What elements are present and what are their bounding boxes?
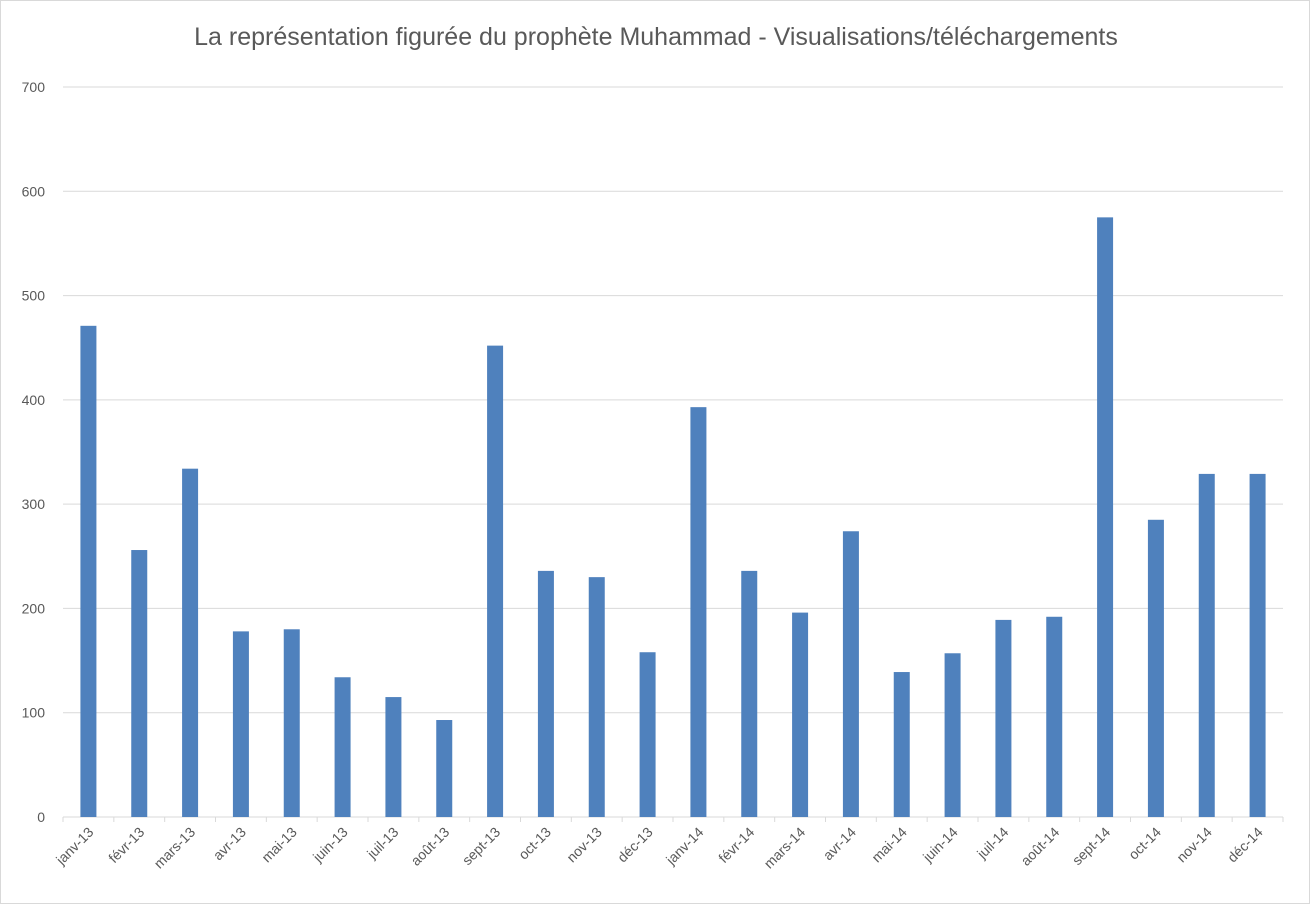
x-tick-label: févr-14 — [715, 824, 757, 866]
x-tick-label: févr-13 — [105, 824, 147, 866]
bar-janv-13 — [80, 325, 97, 817]
x-tick-label: sept-14 — [1069, 824, 1113, 868]
x-tick-label: juin-13 — [309, 824, 351, 866]
bar-nov-13 — [588, 577, 605, 817]
y-tick-label: 100 — [22, 705, 46, 721]
y-tick-label: 400 — [22, 392, 46, 408]
bar-nov-14 — [1198, 473, 1215, 817]
bar-févr-14 — [741, 570, 758, 817]
bar-mars-13 — [182, 468, 199, 817]
bar-juin-14 — [944, 653, 961, 817]
x-tick-label: sept-13 — [459, 824, 503, 868]
y-tick-label: 700 — [22, 79, 46, 95]
bar-juil-13 — [385, 697, 402, 817]
y-tick-label: 300 — [22, 496, 46, 512]
bar-déc-13 — [639, 652, 656, 817]
bar-mars-14 — [792, 612, 809, 817]
bar-mai-13 — [283, 629, 300, 817]
bar-mai-14 — [893, 672, 910, 817]
bar-sept-14 — [1097, 217, 1114, 817]
y-tick-label: 600 — [22, 183, 46, 199]
x-tick-label: oct-14 — [1125, 824, 1164, 863]
bar-févr-13 — [131, 550, 148, 817]
bar-juin-13 — [334, 677, 351, 817]
x-tick-label: janv-14 — [662, 824, 707, 869]
x-tick-label: août-14 — [1017, 824, 1062, 869]
x-tick-label: mars-14 — [761, 824, 809, 872]
bars — [80, 217, 1266, 817]
bar-juil-14 — [995, 619, 1012, 817]
bar-oct-13 — [537, 570, 554, 817]
bar-avr-13 — [232, 631, 249, 817]
y-tick-label: 500 — [22, 288, 46, 304]
x-tick-label: juin-14 — [919, 824, 961, 866]
bar-sept-13 — [487, 345, 504, 817]
x-tick-label: mars-13 — [151, 824, 199, 872]
bar-avr-14 — [842, 531, 859, 817]
x-tick-label: juil-13 — [363, 824, 402, 863]
bar-oct-14 — [1147, 519, 1164, 817]
y-tick-label: 0 — [37, 809, 45, 825]
x-tick-label: nov-13 — [563, 824, 605, 866]
bar-déc-14 — [1249, 473, 1266, 817]
bar-janv-14 — [690, 407, 707, 817]
x-tick-label: août-13 — [407, 824, 452, 869]
bar-août-13 — [436, 720, 453, 817]
x-tick-label: nov-14 — [1173, 824, 1215, 866]
x-tick-label: mai-13 — [258, 824, 300, 866]
x-tick-label: déc-14 — [1224, 824, 1266, 866]
x-tick-label: juil-14 — [973, 824, 1012, 863]
y-tick-label: 200 — [22, 600, 46, 616]
y-axis-ticks: 0 100 200 300 400 500 600 700 — [22, 79, 46, 825]
x-tick-label: avr-13 — [210, 824, 250, 864]
x-axis-ticks: janv-13 févr-13 mars-13 avr-13 mai-13 juin-13… — [52, 817, 1284, 872]
x-tick-label: déc-13 — [614, 824, 656, 866]
x-tick-label: avr-14 — [820, 824, 860, 864]
chart-title: La représentation figurée du prophète Mu… — [194, 23, 1118, 51]
x-tick-label: mai-14 — [868, 824, 910, 866]
x-tick-label: oct-13 — [515, 824, 554, 863]
x-tick-label: janv-13 — [52, 824, 97, 869]
bar-août-14 — [1046, 616, 1063, 817]
